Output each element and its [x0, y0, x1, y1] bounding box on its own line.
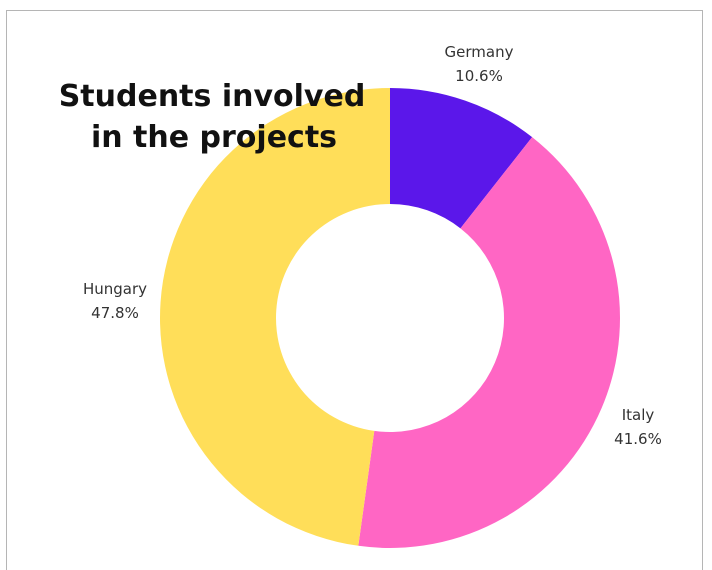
slice-label-hungary: Hungary: [83, 280, 147, 298]
slice-italy: [358, 137, 620, 549]
slice-labels: Germany 10.6% Italy 41.6% Hungary 47.8%: [83, 43, 662, 448]
slice-label-italy: Italy: [622, 406, 655, 424]
chart-title-line-1: Students involved: [59, 79, 366, 114]
slice-hungary: [160, 88, 390, 546]
donut-slices: [160, 88, 620, 549]
chart-frame: [6, 10, 703, 570]
slice-value-germany: 10.6%: [455, 67, 503, 85]
slice-label-germany: Germany: [445, 43, 514, 61]
chart-title: Students involved in the projects: [59, 79, 366, 155]
chart-title-line-2: in the projects: [91, 120, 337, 155]
slice-value-italy: 41.6%: [614, 430, 662, 448]
slice-value-hungary: 47.8%: [91, 304, 139, 322]
slice-germany: [390, 88, 533, 229]
